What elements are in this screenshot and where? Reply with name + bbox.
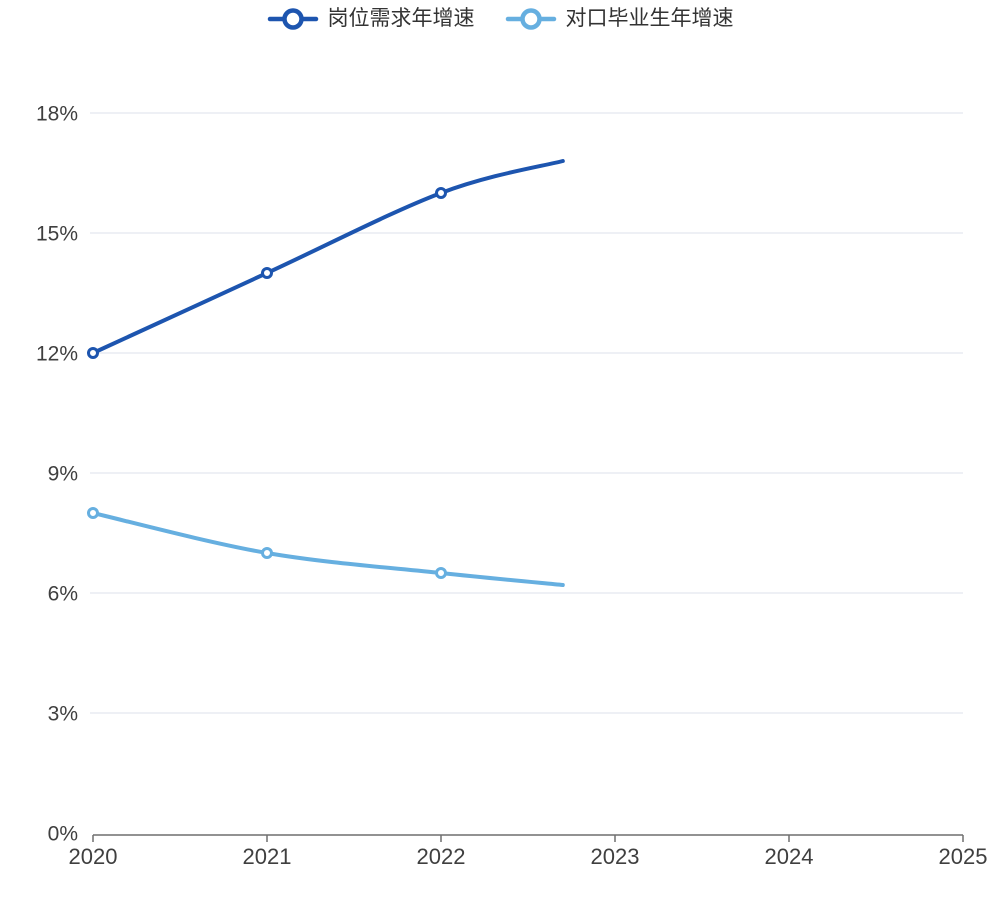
x-axis-label-2024: 2024 (765, 844, 814, 869)
x-axis-label-2025: 2025 (939, 844, 988, 869)
y-axis-label-9%: 9% (48, 463, 78, 486)
x-axis-label-2020: 2020 (69, 844, 118, 869)
data-point-marker (435, 567, 447, 579)
chart-legend: 岗位需求年增速 对口毕业生年增速 (0, 6, 1000, 32)
legend-marker-dark-line-icon (267, 8, 318, 30)
series-line-0 (91, 159, 565, 355)
series-line-1 (91, 511, 565, 587)
data-point-marker (435, 187, 447, 199)
legend-label-graduate-growth: 对口毕业生年增速 (565, 7, 734, 30)
y-axis-label-6%: 6% (48, 583, 78, 606)
y-axis-label-18%: 18% (36, 103, 78, 126)
y-axis-label-3%: 3% (48, 703, 78, 726)
x-axis-label-2023: 2023 (591, 844, 640, 869)
x-axis-label-2022: 2022 (417, 844, 466, 869)
data-point-marker (87, 507, 99, 519)
y-axis-label-0%: 0% (48, 823, 78, 846)
legend-item-graduate-growth[interactable]: 对口毕业生年增速 (505, 6, 734, 32)
data-point-marker (261, 547, 273, 559)
y-axis-label-15%: 15% (36, 223, 78, 246)
data-point-marker (261, 267, 273, 279)
data-point-marker (87, 347, 99, 359)
legend-label-job-demand-growth: 岗位需求年增速 (327, 7, 475, 30)
legend-marker-light-line-icon (505, 8, 556, 30)
x-axis-label-2021: 2021 (243, 844, 292, 869)
y-axis-label-12%: 12% (36, 343, 78, 366)
legend-item-job-demand-growth[interactable]: 岗位需求年增速 (267, 6, 475, 32)
